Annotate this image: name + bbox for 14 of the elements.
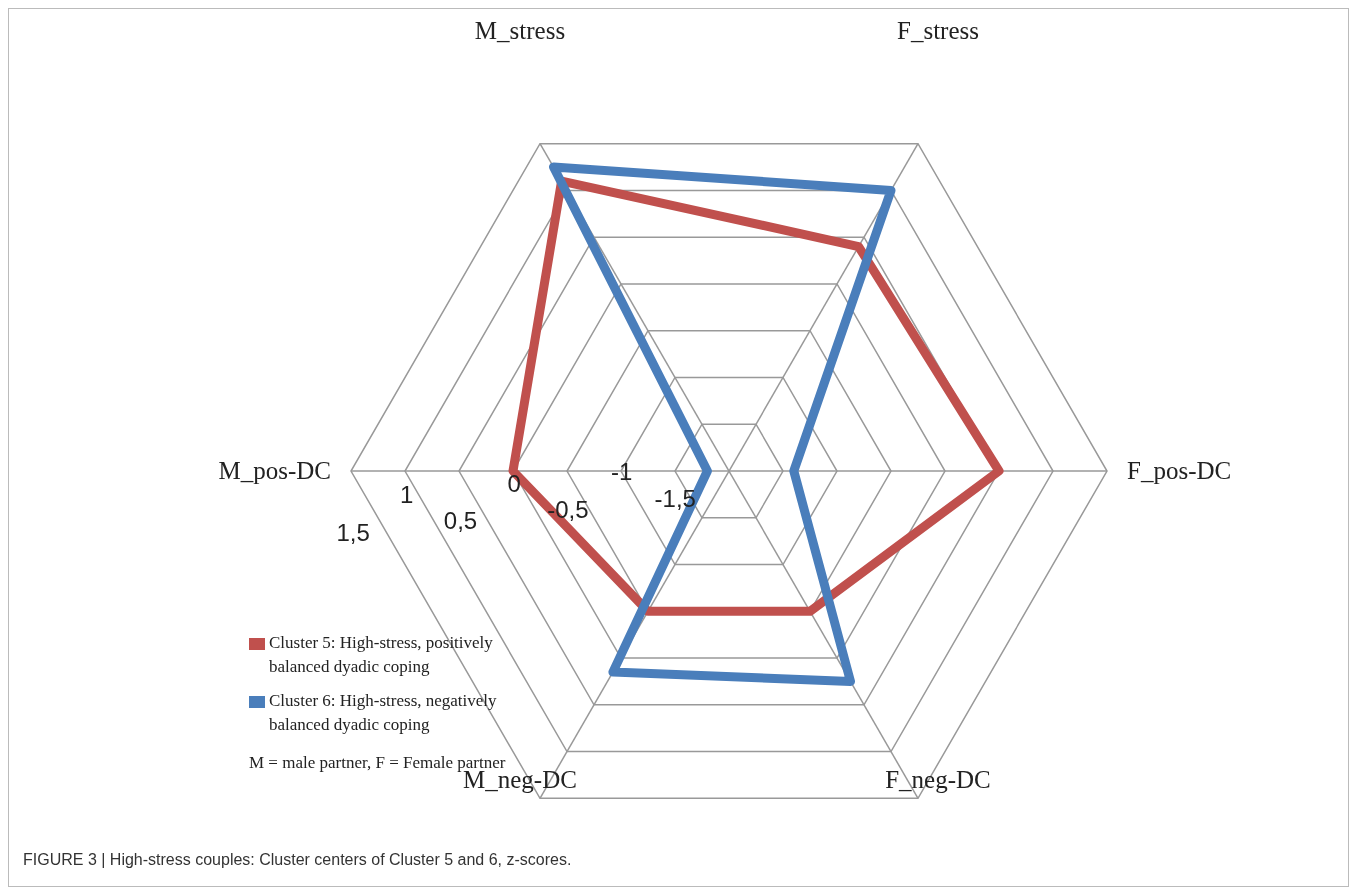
spoke-label: M_stress bbox=[474, 16, 566, 44]
legend-label: Cluster 5: High-stress, positively balanced dyadic coping bbox=[269, 632, 494, 678]
spoke-label: F_stress bbox=[897, 16, 979, 44]
spoke-label: M_pos-DC bbox=[218, 457, 331, 484]
y-tick-label: 1,5 bbox=[336, 518, 370, 546]
caption: FIGURE 3 | High-stress couples: Cluster centers of Cluster 5 and 6, z-scores. bbox=[23, 851, 572, 869]
legend-label: Cluster 6: High-stress, negatively balanced dyadic coping bbox=[269, 690, 498, 736]
y-tick-label: 0,5 bbox=[443, 507, 478, 535]
y-tick-label: 1 bbox=[400, 480, 414, 508]
y-tick-label: -1 bbox=[610, 458, 633, 486]
spoke-label: F_neg-DC bbox=[885, 766, 991, 794]
text: M = male partner, F = Female partner bbox=[249, 753, 506, 772]
y-tick-label: 0 bbox=[507, 469, 521, 497]
spoke-label: F_pos-DC bbox=[1127, 457, 1232, 484]
